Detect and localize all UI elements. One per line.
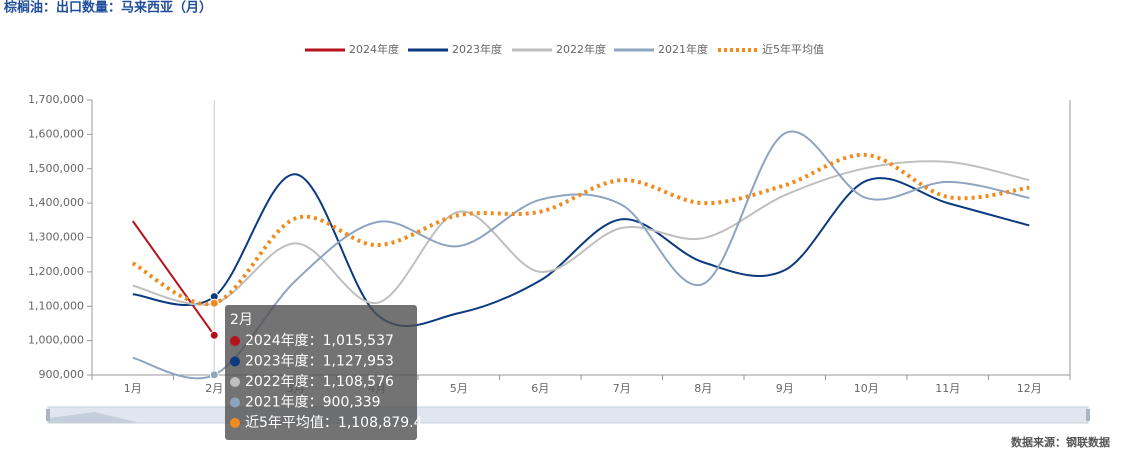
y-tick-label: 1,600,000	[28, 127, 84, 140]
x-tick-label: 10月	[854, 382, 879, 395]
tooltip-value: 1,127,953	[323, 354, 394, 370]
tooltip-sep: ：	[324, 415, 338, 431]
tooltip-item: 2022年度：1,108,576	[245, 374, 394, 390]
tooltip-name: 2022年度	[245, 374, 309, 390]
tooltip-name: 2023年度	[245, 354, 309, 370]
tooltip-sep: ：	[309, 374, 323, 390]
x-tick-label: 12月	[1017, 382, 1042, 395]
tooltip-sep: ：	[309, 395, 323, 411]
y-tick-label: 1,500,000	[28, 162, 84, 175]
series-line	[132, 160, 1030, 306]
series-line	[132, 173, 1030, 327]
tooltip-value: 1,108,879.4	[338, 415, 423, 431]
y-tick-label: 1,200,000	[28, 265, 84, 278]
series-line	[131, 220, 216, 336]
point	[209, 298, 219, 308]
zoom-handle[interactable]	[1086, 409, 1090, 421]
point	[209, 370, 219, 380]
tooltip-box	[225, 305, 417, 440]
legend-label: 2022年度	[556, 42, 606, 56]
tooltip-dot	[230, 356, 240, 367]
tooltip-dot	[230, 377, 240, 387]
tooltip-dot	[230, 336, 240, 346]
x-tick-label: 2月	[205, 382, 223, 395]
zoom-handle[interactable]	[46, 409, 50, 421]
tooltip-value: 1,015,537	[323, 333, 394, 349]
tooltip-name: 2024年度	[245, 333, 309, 349]
y-tick-label: 1,000,000	[28, 334, 84, 347]
tooltip-item: 近5年平均值：1,108,879.4	[245, 415, 423, 431]
tooltip-sep: ：	[309, 333, 323, 349]
x-tick-label: 6月	[531, 382, 549, 395]
zoom-track[interactable]	[47, 406, 1089, 424]
x-tick-label: 8月	[694, 382, 712, 395]
y-tick-label: 1,700,000	[28, 93, 84, 106]
series-line	[132, 130, 1030, 380]
tooltip-name: 2021年度	[245, 395, 309, 411]
legend-label: 2024年度	[349, 42, 399, 56]
tooltip-value: 1,108,576	[323, 374, 394, 390]
chart-title: 棕榈油：出口数量：马来西亚（月）	[3, 0, 212, 16]
legend-label: 2021年度	[658, 42, 708, 56]
legend-label: 近5年平均值	[762, 42, 824, 56]
point	[209, 330, 219, 340]
tooltip-dot	[230, 397, 240, 408]
tooltip: 2月2024年度：1,015,5372023年度：1,127,9532022年度…	[225, 305, 423, 440]
y-tick-label: 1,100,000	[28, 299, 84, 312]
zoom-shadow	[48, 412, 140, 423]
x-tick-label: 1月	[124, 382, 142, 395]
x-tick-label: 11月	[935, 382, 960, 395]
tooltip-sep: ：	[309, 354, 323, 370]
data-zoom[interactable]	[46, 406, 1090, 424]
x-tick-label: 7月	[613, 382, 631, 395]
x-tick-label: 9月	[776, 382, 794, 395]
tooltip-dot	[230, 418, 240, 428]
source: 数据来源：钢联数据	[1011, 435, 1110, 449]
tooltip-item: 2023年度：1,127,953	[245, 354, 394, 370]
x-tick-label: 5月	[450, 382, 468, 395]
tooltip-name: 近5年平均值	[245, 415, 324, 431]
tooltip-item: 2021年度：900,339	[245, 395, 381, 411]
y-tick-label: 1,300,000	[28, 231, 84, 244]
tooltip-title: 2月	[230, 312, 253, 328]
series-line	[131, 152, 1030, 307]
y-tick-label: 1,400,000	[28, 196, 84, 209]
y-tick-label: 900,000	[39, 368, 85, 381]
tooltip-item: 2024年度：1,015,537	[245, 333, 394, 349]
legend-label: 2023年度	[452, 42, 502, 56]
tooltip-value: 900,339	[323, 395, 381, 411]
